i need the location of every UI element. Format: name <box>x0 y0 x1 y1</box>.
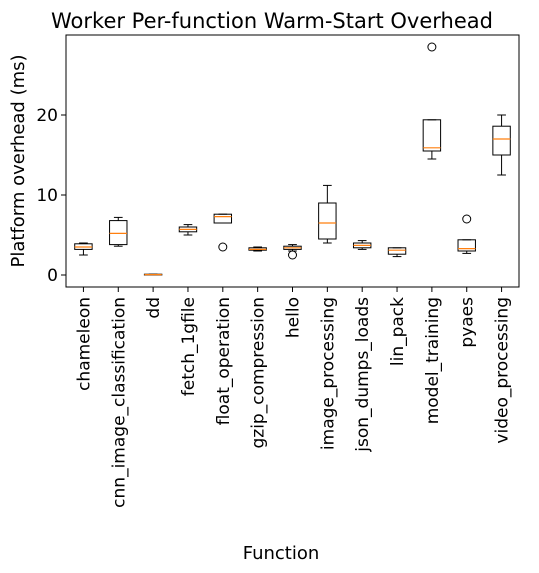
plot-area: 0 10 20 chameleon cnn_image_classification dd… <box>36 34 520 508</box>
x-tick-label-float_operation: float_operation <box>214 297 234 425</box>
flier-float_operation-0 <box>218 242 228 252</box>
y-tick-label-10: 10 <box>36 186 58 206</box>
x-tick-label-cnn_image_classification: cnn_image_classification <box>109 297 129 508</box>
y-tick-label-20: 20 <box>36 106 58 126</box>
x-tick-label-gzip_compression: gzip_compression <box>249 297 269 449</box>
x-tick-label-fetch_1gfile: fetch_1gfile <box>179 297 199 396</box>
x-tick-label-pyaes: pyaes <box>458 297 478 348</box>
x-tick-label-json_dumps_loads: json_dumps_loads <box>353 297 373 453</box>
flier-pyaes-0 <box>462 214 472 224</box>
x-tick-label-hello: hello <box>284 297 304 338</box>
flier-model_training-0 <box>427 42 437 52</box>
x-tick-label-dd: dd <box>144 297 164 319</box>
x-tick-label-model_training: model_training <box>423 297 443 424</box>
box-cnn_image_classification <box>109 220 128 246</box>
box-model_training <box>422 119 442 152</box>
y-axis-label: Platform overhead (ms) <box>8 54 29 267</box>
chart-title: Worker Per-function Warm-Start Overhead <box>51 9 493 33</box>
x-tick-label-lin_pack: lin_pack <box>388 297 408 366</box>
x-tick-label-image_processing: image_processing <box>318 297 338 450</box>
y-tick-label-0: 0 <box>47 266 58 286</box>
box-video_processing <box>492 125 511 156</box>
flier-hello-0 <box>288 250 297 260</box>
box-lin_pack <box>387 247 407 255</box>
box-float_operation <box>213 213 233 224</box>
box-image_processing <box>318 202 337 240</box>
box-pyaes <box>457 239 476 252</box>
x-axis-label: Function <box>243 543 320 564</box>
x-tick-label-chameleon: chameleon <box>74 297 94 391</box>
x-tick-label-video_processing: video_processing <box>493 297 513 444</box>
